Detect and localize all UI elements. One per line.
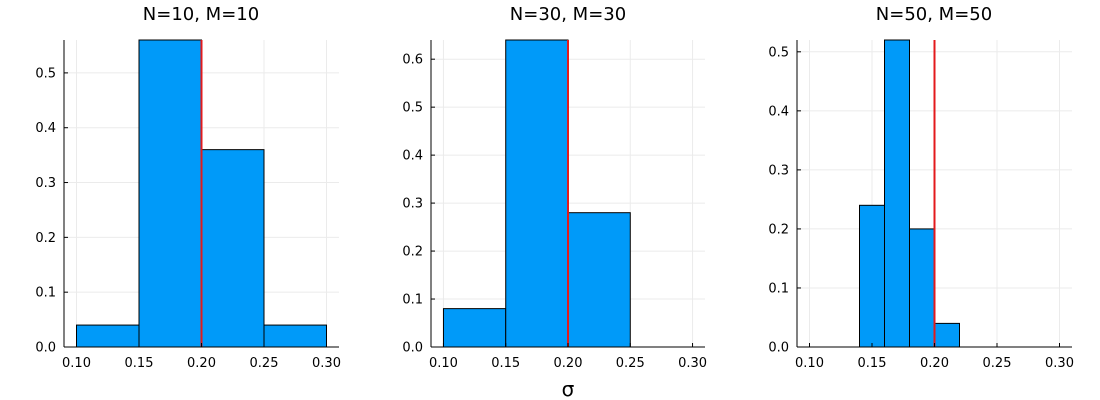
x-tick-label: 0.30 <box>312 356 341 371</box>
x-tick-label: 0.30 <box>678 356 707 371</box>
y-tick-label: 0.1 <box>768 281 789 296</box>
x-tick-label: 0.15 <box>125 356 154 371</box>
x-tick-label: 0.20 <box>554 356 583 371</box>
y-tick-label: 0.4 <box>402 149 423 164</box>
panel-n30: N=30, M=30 0.10 0.15 0.20 0.25 0.30 0.0 0.1 0.2… <box>402 4 707 371</box>
x-tick-label: 0.20 <box>187 356 216 371</box>
panel-title: N=10, M=10 <box>143 4 259 25</box>
y-tick-label: 0.5 <box>35 66 56 81</box>
x-tick-label: 0.25 <box>250 356 279 371</box>
x-tick-label: 0.30 <box>1045 356 1074 371</box>
panel-n10: N=10, M=10 0.10 0.15 0.20 0.25 0.30 0.0 0.1 0.2… <box>35 4 341 371</box>
histogram-bar <box>859 204 885 348</box>
histogram-bar <box>934 322 960 348</box>
x-tick-label: 0.10 <box>429 356 458 371</box>
y-tick-label: 0.0 <box>35 341 56 356</box>
y-tick-label: 0.5 <box>768 45 789 60</box>
panel-n50: N=50, M=50 0.10 0.15 0.20 0.25 0.30 0.0 0.1 0.2… <box>768 4 1074 371</box>
panel-title: N=30, M=30 <box>510 4 626 25</box>
y-tick-label: 0.5 <box>402 101 423 116</box>
y-tick-label: 0.4 <box>35 121 56 136</box>
x-tick-label: 0.10 <box>795 356 824 371</box>
x-tick-label: 0.10 <box>62 356 91 371</box>
x-tick-label: 0.25 <box>983 356 1012 371</box>
panel-title: N=50, M=50 <box>876 4 992 25</box>
y-tick-label: 0.6 <box>402 53 423 68</box>
x-tick-label: 0.15 <box>858 356 887 371</box>
y-tick-label: 0.3 <box>35 176 56 191</box>
y-tick-label: 0.2 <box>768 222 789 237</box>
histogram-bar <box>138 39 202 348</box>
y-tick-label: 0.0 <box>402 341 423 356</box>
histogram-bar <box>505 39 569 348</box>
histogram-bar <box>442 308 507 348</box>
y-tick-label: 0.4 <box>768 104 789 119</box>
x-tick-label: 0.25 <box>616 356 645 371</box>
y-tick-label: 0.2 <box>35 231 56 246</box>
x-axis-label: σ <box>562 377 575 400</box>
histogram-bar <box>76 324 140 348</box>
y-tick-label: 0.1 <box>35 286 56 301</box>
histogram-bar <box>201 149 265 348</box>
histogram-bar <box>909 228 935 348</box>
histogram-bar <box>263 324 327 348</box>
histogram-bar <box>567 212 631 348</box>
y-tick-label: 0.3 <box>768 163 789 178</box>
y-tick-label: 0.3 <box>402 197 423 212</box>
x-tick-label: 0.20 <box>920 356 949 371</box>
x-tick-label: 0.15 <box>491 356 520 371</box>
y-tick-label: 0.2 <box>402 245 423 260</box>
histogram-bar <box>884 39 910 348</box>
y-tick-label: 0.0 <box>768 341 789 356</box>
y-tick-label: 0.1 <box>402 293 423 308</box>
